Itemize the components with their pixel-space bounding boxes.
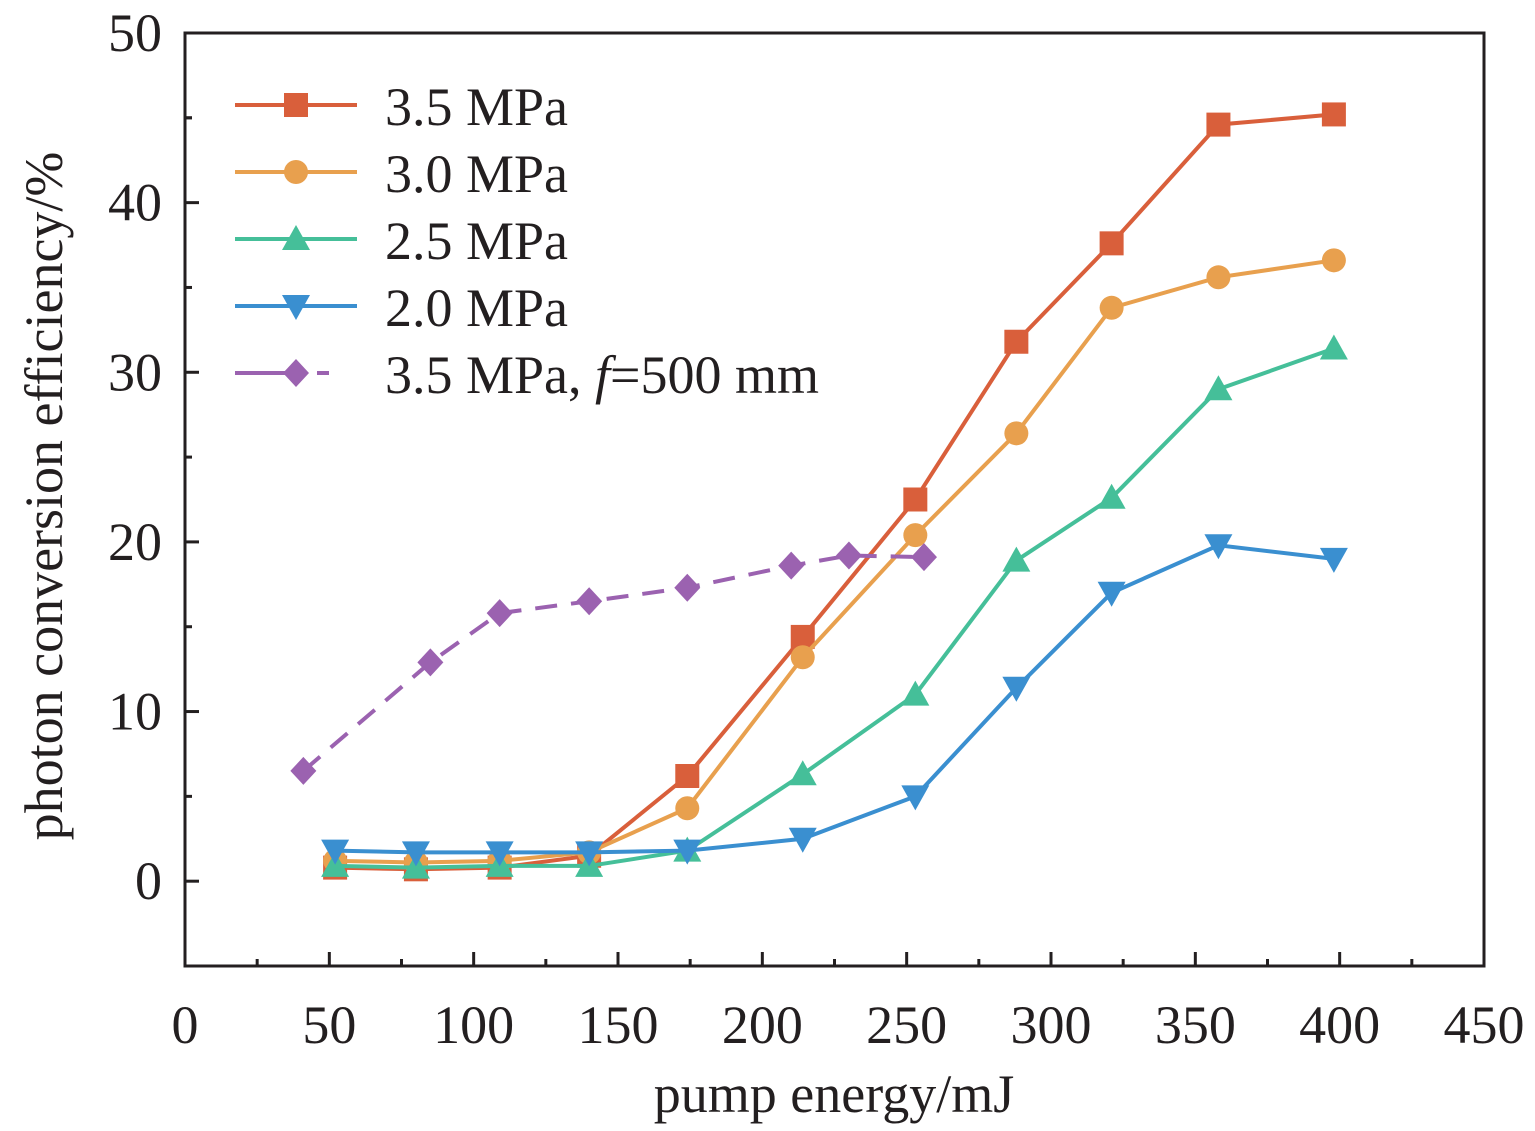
data-point	[790, 645, 815, 670]
data-point	[486, 599, 513, 628]
legend-marker	[284, 93, 308, 117]
x-tick-label: 0	[172, 995, 199, 1055]
legend-label: 3.5 MPa	[385, 77, 568, 137]
data-point	[1321, 102, 1346, 127]
data-point	[1097, 483, 1126, 509]
legend-label: 3.5 MPa, f=500 mm	[385, 345, 819, 405]
y-tick-label: 50	[108, 3, 162, 63]
legend-marker	[282, 295, 310, 320]
y-tick-label: 40	[108, 173, 162, 233]
data-point	[673, 839, 702, 865]
data-point	[321, 839, 350, 865]
data-point	[485, 841, 514, 867]
data-point	[778, 551, 805, 580]
legend-marker	[284, 160, 308, 184]
series-line	[302, 553, 925, 773]
legend-marker	[282, 225, 310, 250]
data-point	[835, 541, 862, 570]
data-point	[788, 827, 817, 853]
data-point	[788, 760, 817, 786]
data-point	[790, 624, 815, 649]
data-point	[576, 587, 603, 616]
data-point	[910, 543, 937, 572]
data-point	[1321, 248, 1346, 273]
data-point	[1319, 334, 1348, 360]
data-point	[1002, 676, 1031, 702]
y-tick-label: 0	[135, 851, 162, 911]
y-tick-label: 10	[108, 682, 162, 742]
data-point	[674, 573, 701, 602]
data-point	[1002, 546, 1031, 572]
x-tick-label: 300	[1011, 995, 1092, 1055]
data-point	[1206, 265, 1231, 290]
data-point	[417, 648, 444, 677]
legend-label: 2.0 MPa	[385, 278, 568, 338]
x-tick-label: 400	[1299, 995, 1380, 1055]
data-point	[1206, 112, 1231, 137]
data-point	[1099, 231, 1124, 256]
data-point	[901, 680, 930, 706]
x-tick-label: 350	[1155, 995, 1236, 1055]
x-tick-label: 150	[578, 995, 659, 1055]
legend-label: 2.5 MPa	[385, 211, 568, 271]
legend-marker	[283, 359, 309, 387]
data-point	[575, 841, 604, 867]
data-point	[675, 796, 700, 821]
data-point	[1204, 375, 1233, 401]
y-tick-label: 20	[108, 512, 162, 572]
x-tick-label: 450	[1444, 995, 1525, 1055]
data-point	[1004, 329, 1029, 354]
y-axis-label: photon conversion efficiency/%	[14, 152, 74, 841]
x-tick-label: 50	[302, 995, 356, 1055]
data-point	[675, 764, 700, 789]
legend-label: 3.0 MPa	[385, 144, 568, 204]
x-tick-label: 250	[866, 995, 947, 1055]
data-point	[1319, 547, 1348, 573]
data-point	[1204, 534, 1233, 560]
x-axis-label: pump energy/mJ	[654, 1064, 1014, 1124]
series-line	[335, 543, 1335, 855]
data-point	[903, 487, 928, 512]
data-point	[401, 841, 430, 867]
y-tick-label: 30	[108, 342, 162, 402]
data-point	[903, 523, 928, 548]
data-point	[1097, 581, 1126, 607]
data-point	[1004, 421, 1029, 446]
data-point	[290, 756, 317, 785]
x-tick-label: 100	[433, 995, 514, 1055]
x-tick-label: 200	[722, 995, 803, 1055]
data-point	[1099, 295, 1124, 320]
data-point	[901, 785, 930, 811]
series-line	[335, 346, 1335, 870]
